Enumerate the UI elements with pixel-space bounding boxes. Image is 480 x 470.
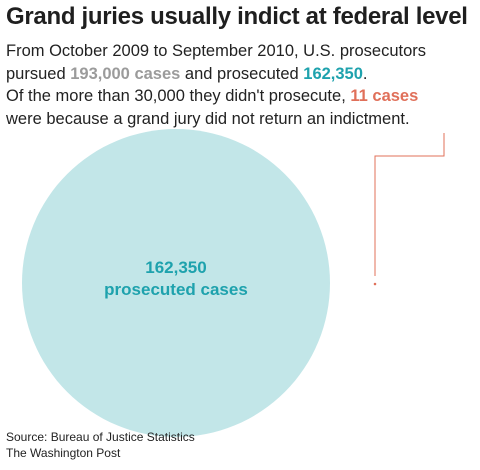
prosecuted-cases-highlight: 162,350 <box>303 64 363 83</box>
line2-pre: pursued <box>6 64 71 83</box>
pursued-cases-highlight: 193,000 cases <box>70 64 181 83</box>
prosecuted-bubble <box>22 129 330 437</box>
description-line-1: From October 2009 to September 2010, U.S… <box>6 42 427 60</box>
no-indictment-bubble <box>373 282 377 286</box>
source-credit: Source: Bureau of Justice Statistics The… <box>6 429 195 461</box>
description-line-2: pursued 193,000 cases and prosecuted 162… <box>6 63 478 86</box>
description-line-4: were because a grand jury did not return… <box>6 109 410 128</box>
description: From October 2009 to September 2010, U.S… <box>6 40 478 130</box>
line2-post: . <box>362 64 368 83</box>
line2-mid: and prosecuted <box>180 64 304 83</box>
source-line: Source: Bureau of Justice Statistics <box>6 430 195 444</box>
leader-line <box>374 133 445 276</box>
no-indictment-cases-highlight: 11 cases <box>350 87 419 105</box>
line3-pre: Of the more than 30,000 they didn't pros… <box>6 87 351 105</box>
chart-title: Grand juries usually indict at federal l… <box>6 3 468 30</box>
bubble-value-label: 162,350 <box>145 258 206 277</box>
credit-line: The Washington Post <box>6 446 121 460</box>
description-line-3: Of the more than 30,000 they didn't pros… <box>6 85 478 108</box>
bubble-text-label: prosecuted cases <box>104 280 248 299</box>
